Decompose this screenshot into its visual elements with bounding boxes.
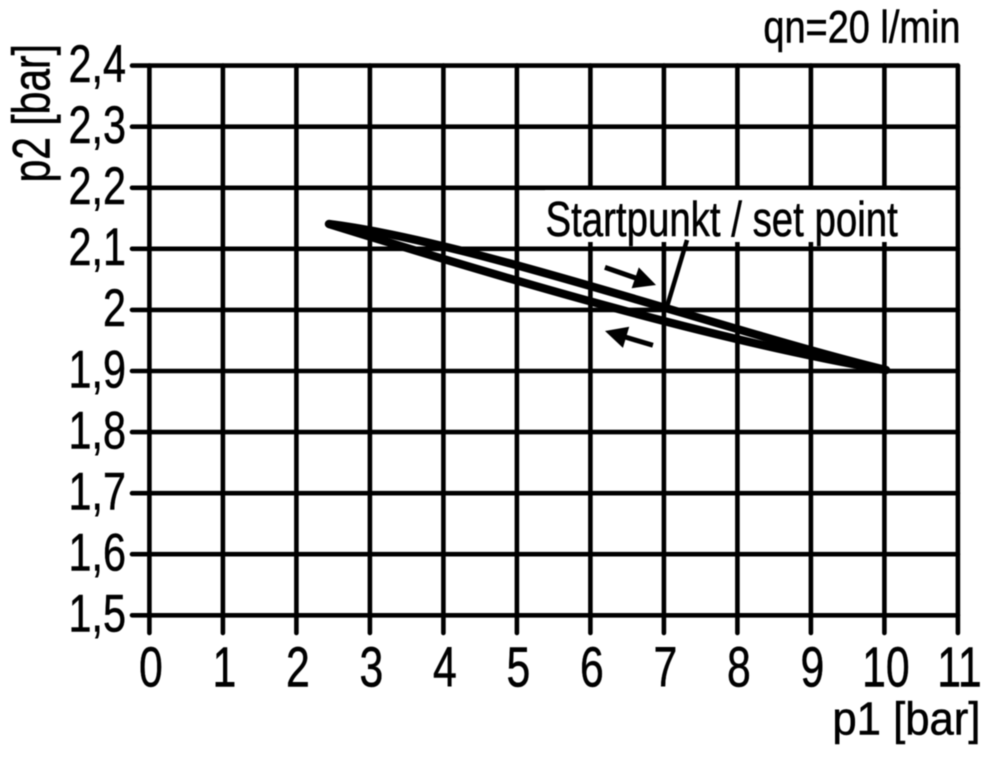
svg-text:2: 2 [103, 279, 126, 338]
svg-text:2: 2 [286, 634, 310, 698]
svg-text:1: 1 [213, 634, 237, 698]
svg-text:p1 [bar]: p1 [bar] [832, 692, 980, 744]
svg-text:1,8: 1,8 [69, 402, 126, 461]
svg-text:4: 4 [433, 634, 457, 698]
svg-text:0: 0 [139, 634, 163, 698]
svg-text:5: 5 [507, 634, 531, 698]
svg-text:9: 9 [801, 634, 825, 698]
svg-text:1,7: 1,7 [69, 463, 126, 522]
svg-text:6: 6 [580, 634, 604, 698]
svg-text:3: 3 [360, 634, 384, 698]
svg-text:1,9: 1,9 [69, 340, 126, 399]
svg-text:2,2: 2,2 [69, 157, 126, 216]
svg-text:1,6: 1,6 [69, 524, 126, 583]
svg-text:7: 7 [654, 634, 678, 698]
svg-text:2,3: 2,3 [69, 96, 126, 155]
svg-text:qn=20 l/min: qn=20 l/min [763, 1, 960, 52]
svg-text:Startpunkt / set point: Startpunkt / set point [546, 192, 898, 247]
svg-text:11: 11 [937, 634, 981, 698]
svg-text:10: 10 [862, 634, 910, 698]
svg-text:1,5: 1,5 [69, 585, 126, 644]
svg-text:8: 8 [727, 634, 751, 698]
svg-text:2,1: 2,1 [69, 218, 126, 277]
svg-text:p2 [bar]: p2 [bar] [2, 44, 61, 182]
svg-text:2,4: 2,4 [69, 35, 126, 94]
